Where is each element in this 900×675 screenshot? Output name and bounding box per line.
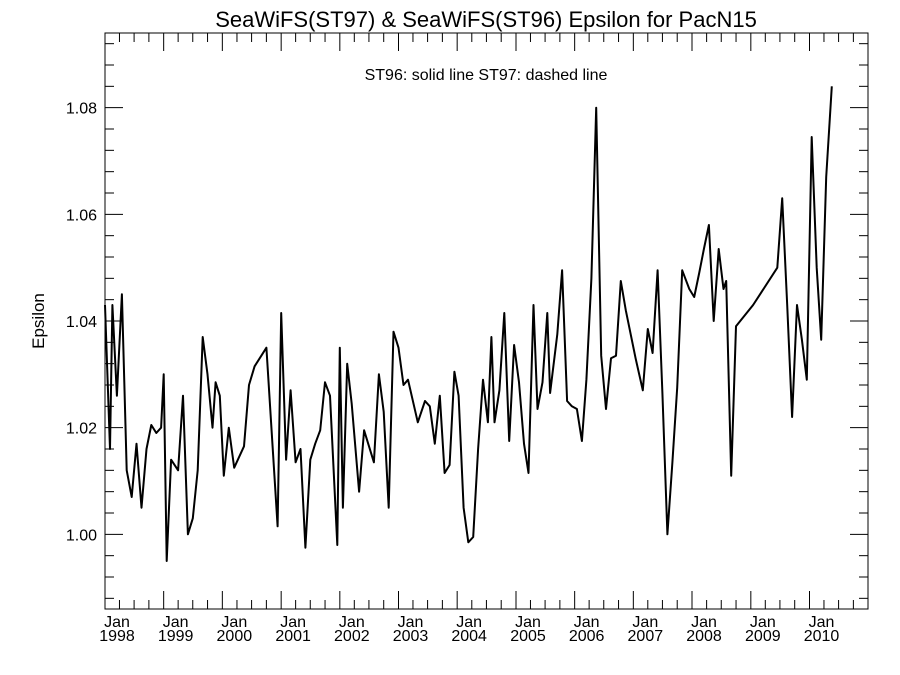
x-tick-label-month: Jan [809,614,835,631]
x-tick-label-month: Jan [280,614,306,631]
axis-ticks [104,33,868,609]
x-tick-label-year: 2000 [217,628,253,645]
x-tick-label-month: Jan [632,614,658,631]
x-tick-label-year: 2005 [510,628,546,645]
y-tick-label: 1.04 [66,314,97,331]
x-tick-label-year: 2006 [569,628,605,645]
y-tick-label: 1.02 [66,421,97,438]
plot-frame [104,32,869,610]
axis-tick-labels: 1.001.021.041.061.08Jan1998Jan1999Jan200… [66,101,840,645]
x-tick-label-year: 2002 [334,628,370,645]
x-tick-label-month: Jan [221,614,247,631]
y-tick-label: 1.06 [66,207,97,224]
x-tick-label-month: Jan [574,614,600,631]
x-tick-label-month: Jan [750,614,776,631]
y-tick-label: 1.00 [66,527,97,544]
y-tick-label: 1.08 [66,101,97,118]
chart-title: SeaWiFS(ST97) & SeaWiFS(ST96) Epsilon fo… [215,7,757,32]
x-tick-label-year: 1998 [99,628,135,645]
y-axis-label: Epsilon [29,293,48,349]
series-line-st96 [104,86,833,562]
x-tick-label-month: Jan [398,614,424,631]
x-tick-label-year: 1999 [158,628,194,645]
x-tick-label-month: Jan [456,614,482,631]
x-tick-label-year: 2001 [275,628,311,645]
x-tick-label-year: 2003 [393,628,429,645]
x-tick-label-year: 2007 [628,628,664,645]
x-tick-label-month: Jan [515,614,541,631]
x-tick-label-year: 2004 [451,628,487,645]
x-tick-label-year: 2009 [745,628,781,645]
x-tick-label-year: 2010 [804,628,840,645]
x-tick-label-month: Jan [104,614,130,631]
x-tick-label-month: Jan [163,614,189,631]
chart-annotation: ST96: solid line ST97: dashed line [365,67,608,84]
series-layer [104,86,833,562]
x-tick-label-month: Jan [691,614,717,631]
x-tick-label-year: 2008 [686,628,722,645]
x-tick-label-month: Jan [339,614,365,631]
